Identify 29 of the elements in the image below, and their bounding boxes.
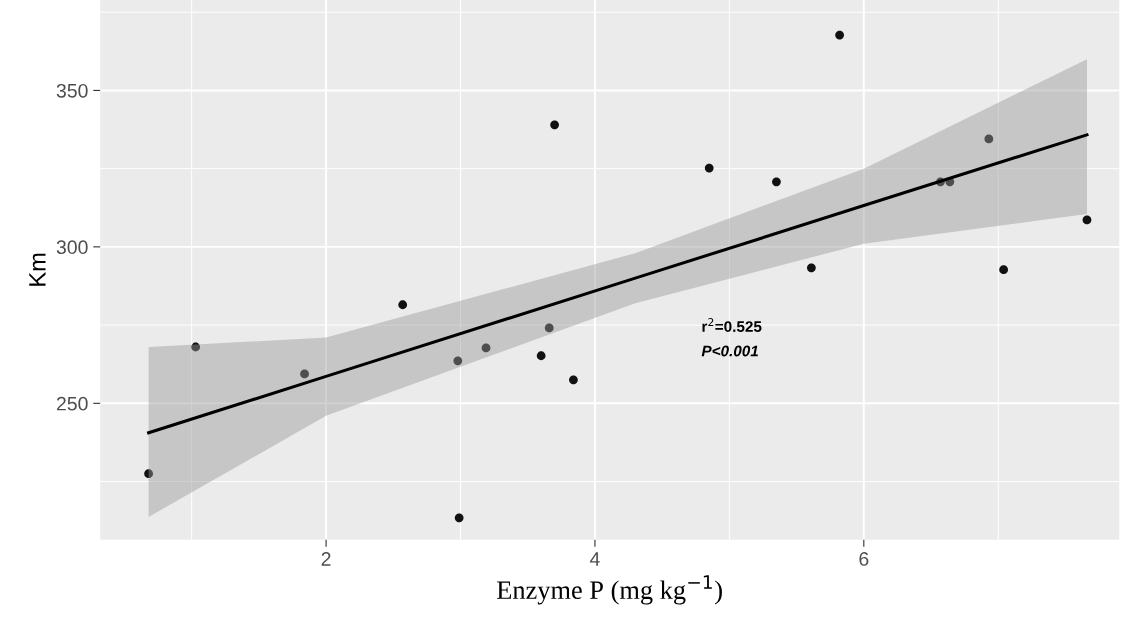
annotation: P<0.001 xyxy=(701,345,758,357)
point xyxy=(984,134,994,144)
y-tick-label: 350 xyxy=(56,83,88,98)
y-tick-label: 250 xyxy=(56,396,88,411)
point xyxy=(772,177,781,187)
point xyxy=(144,469,153,479)
point xyxy=(704,163,714,173)
point xyxy=(835,30,845,40)
annotation: r$^{2}$=0.525 xyxy=(702,318,762,332)
point xyxy=(544,323,554,333)
point xyxy=(550,120,559,130)
point xyxy=(569,375,578,385)
point xyxy=(806,263,816,273)
point xyxy=(398,300,408,310)
point xyxy=(454,513,464,523)
x-tick-label: 2 xyxy=(321,552,331,566)
point xyxy=(300,369,309,379)
point xyxy=(191,342,201,352)
line-series xyxy=(147,133,1089,435)
y-axis-title: Km xyxy=(29,253,46,286)
x-tick-label: 4 xyxy=(589,552,600,566)
point xyxy=(536,351,546,361)
x-tick-label: 6 xyxy=(859,552,869,566)
point xyxy=(999,265,1009,275)
point xyxy=(481,343,491,353)
x-axis-title: Enzyme P (mg kg$^{−1}$) xyxy=(497,575,722,605)
point xyxy=(1082,215,1092,225)
y-tick-label: 300 xyxy=(56,240,88,255)
point xyxy=(453,356,463,366)
